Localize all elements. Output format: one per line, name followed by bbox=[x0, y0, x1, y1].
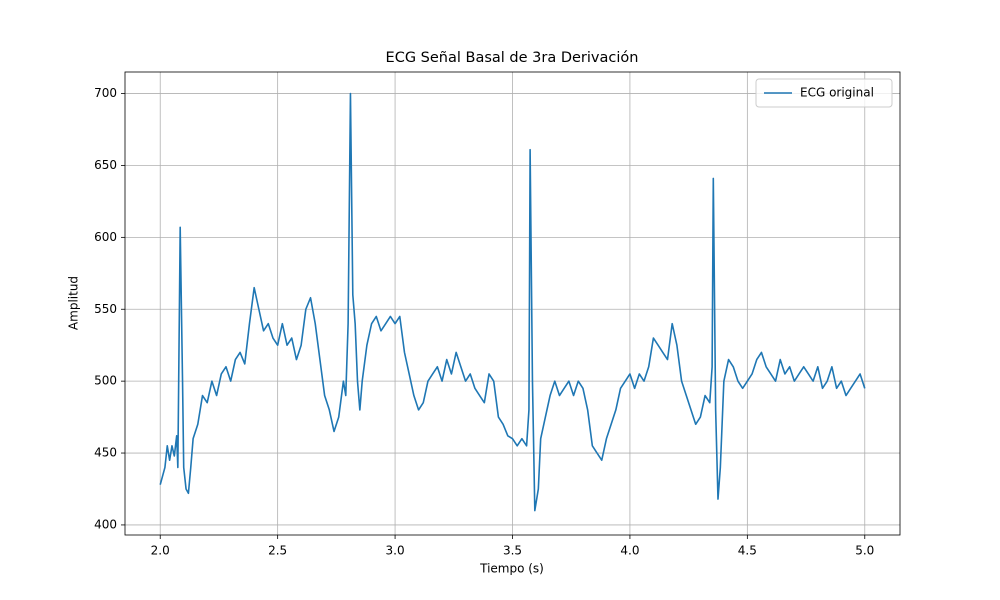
y-tick-label: 450 bbox=[94, 446, 117, 460]
y-axis-label: Amplitud bbox=[67, 276, 81, 330]
series-line bbox=[159, 92, 866, 512]
y-tick-label: 700 bbox=[94, 86, 117, 100]
x-tick-label: 4.0 bbox=[620, 544, 639, 558]
plot-frame bbox=[124, 71, 901, 536]
x-axis-label: Tiempo (s) bbox=[479, 562, 544, 576]
y-tick-label: 400 bbox=[94, 517, 117, 531]
y-tick-label: 650 bbox=[94, 158, 117, 172]
x-tick-label: 3.5 bbox=[503, 544, 522, 558]
legend-box bbox=[755, 78, 893, 108]
x-tick-label: 4.5 bbox=[738, 544, 757, 558]
y-tick-label: 600 bbox=[94, 230, 117, 244]
x-tick-label: 5.0 bbox=[855, 544, 874, 558]
legend-label: ECG original bbox=[800, 86, 874, 100]
chart-title: ECG Señal Basal de 3ra Derivación bbox=[386, 50, 639, 66]
x-tick-label: 2.5 bbox=[268, 544, 287, 558]
y-tick-label: 500 bbox=[94, 374, 117, 388]
x-tick-label: 2.0 bbox=[151, 544, 170, 558]
y-tick-label: 550 bbox=[94, 302, 117, 316]
x-tick-label: 3.0 bbox=[386, 544, 405, 558]
